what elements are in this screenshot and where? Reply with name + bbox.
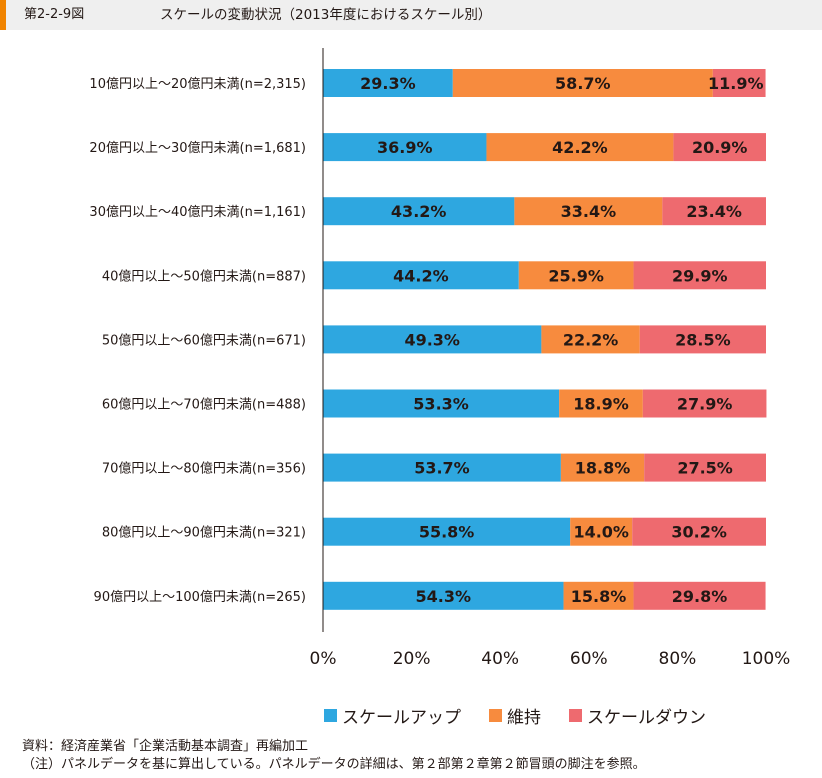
category-label-4: 40億円以上～50億円未満(n=887) [102,268,306,284]
data-label-scale-up-6: 53.3% [413,395,469,414]
bar-scale-up-2 [323,133,487,162]
figure-header: 第2-2-9図 スケールの変動状況（2013年度におけるスケール別） [0,0,822,30]
legend-swatch-maintain [489,709,502,722]
data-label-scale-down-8: 30.2% [671,523,727,542]
bar-scale-up-7 [323,453,561,482]
header-accent-bar [0,0,6,30]
x-tick-label-1: 20% [393,649,431,669]
category-label-9: 90億円以上～100億円未満(n=265) [94,589,306,605]
x-tick-label-3: 60% [570,649,608,669]
x-tick-label-5: 100% [742,649,791,669]
data-label-scale-up-2: 36.9% [377,138,433,157]
data-label-scale-down-7: 27.5% [677,459,733,478]
chart-legend: スケールアップ 維持 スケールダウン [324,703,734,728]
figure-title: スケールの変動状況（2013年度におけるスケール別） [160,7,492,23]
legend-label-maintain: 維持 [507,708,541,728]
data-label-scale-up-9: 54.3% [416,587,472,606]
legend-label-scale-down: スケールダウン [587,708,706,728]
bar-scale-down-1 [712,69,766,97]
data-label-maintain-3: 33.4% [561,202,617,221]
data-label-scale-down-9: 29.8% [672,587,728,606]
data-label-scale-up-8: 55.8% [419,523,475,542]
data-label-scale-down-2: 20.9% [692,138,748,157]
bar-maintain-1 [452,69,713,97]
legend-item-scale-down: スケールダウン [569,703,706,728]
data-label-maintain-1: 58.7% [555,74,611,93]
data-label-maintain-8: 14.0% [573,523,629,542]
legend-label-scale-up: スケールアップ [342,708,461,728]
bar-scale-down-5 [639,325,766,354]
x-tick-label-4: 80% [659,649,697,669]
bar-scale-down-7 [644,453,766,482]
data-label-scale-up-1: 29.3% [360,74,416,93]
bar-scale-down-4 [633,261,766,290]
data-label-scale-up-5: 49.3% [404,330,460,349]
stacked-bar-chart: 29.3% 58.7% 11.9% 10億円以上～20億円未満(n=2,315) 36.… [89,48,791,669]
data-label-maintain-2: 42.2% [552,138,608,157]
bar-maintain-7 [560,453,645,482]
data-label-scale-down-6: 27.9% [677,395,733,414]
data-label-scale-down-3: 23.4% [686,202,742,221]
bar-maintain-5 [541,325,640,354]
legend-item-maintain: 維持 [489,703,541,728]
category-label-8: 80億円以上～90億円未満(n=321) [102,525,306,541]
x-tick-label-0: 0% [310,649,337,669]
chart-notes: 資料：経済産業省「企業活動基本調査」再編加工 （注）パネルデータを基に算出してい… [22,738,646,774]
data-label-maintain-7: 18.8% [575,459,631,478]
bar-scale-up-9 [323,581,564,610]
x-tick-label-2: 40% [481,649,519,669]
data-label-scale-down-4: 29.9% [672,266,728,285]
category-label-2: 20億円以上～30億円未満(n=1,681) [89,140,306,156]
bar-maintain-3 [514,197,663,226]
data-label-scale-up-4: 44.2% [393,266,449,285]
data-label-maintain-4: 25.9% [548,266,604,285]
category-label-7: 70億円以上～80億円未満(n=356) [102,461,306,477]
legend-item-scale-up: スケールアップ [324,703,461,728]
footnote: （注）パネルデータを基に算出している。パネルデータの詳細は、第２部第２章第２節冒… [22,757,646,772]
data-label-maintain-9: 15.8% [571,587,627,606]
source-note: 資料：経済産業省「企業活動基本調査」再編加工 [22,739,309,754]
bar-scale-up-5 [323,325,542,354]
figure-number: 第2-2-9図 [24,7,85,22]
legend-swatch-scale-up [324,709,337,722]
data-label-scale-up-7: 53.7% [414,459,470,478]
bar-scale-up-6 [323,389,560,418]
bar-scale-up-3 [323,197,515,226]
data-label-scale-down-1: 11.9% [708,74,764,93]
bar-scale-down-2 [673,133,766,162]
bar-scale-down-6 [642,389,767,418]
data-label-scale-up-3: 43.2% [391,202,447,221]
bar-maintain-9 [563,581,634,610]
bar-maintain-8 [570,517,633,546]
bar-scale-up-1 [323,69,453,97]
bar-maintain-6 [559,389,643,418]
category-label-3: 30億円以上～40億円未満(n=1,161) [89,204,306,220]
data-label-scale-down-5: 28.5% [675,330,731,349]
bar-maintain-4 [518,261,634,290]
legend-swatch-scale-down [569,709,582,722]
category-label-1: 10億円以上～20億円未満(n=2,315) [89,76,306,92]
bar-scale-up-8 [323,517,571,546]
data-label-maintain-5: 22.2% [563,330,619,349]
data-label-maintain-6: 18.9% [573,395,629,414]
category-label-6: 60億円以上～70億円未満(n=488) [102,397,306,413]
bar-scale-down-9 [633,581,766,610]
bar-scale-down-3 [662,197,766,226]
bar-scale-down-8 [632,517,766,546]
category-label-5: 50億円以上～60億円未満(n=671) [102,332,306,348]
bar-scale-up-4 [323,261,519,290]
bar-maintain-2 [486,133,674,162]
